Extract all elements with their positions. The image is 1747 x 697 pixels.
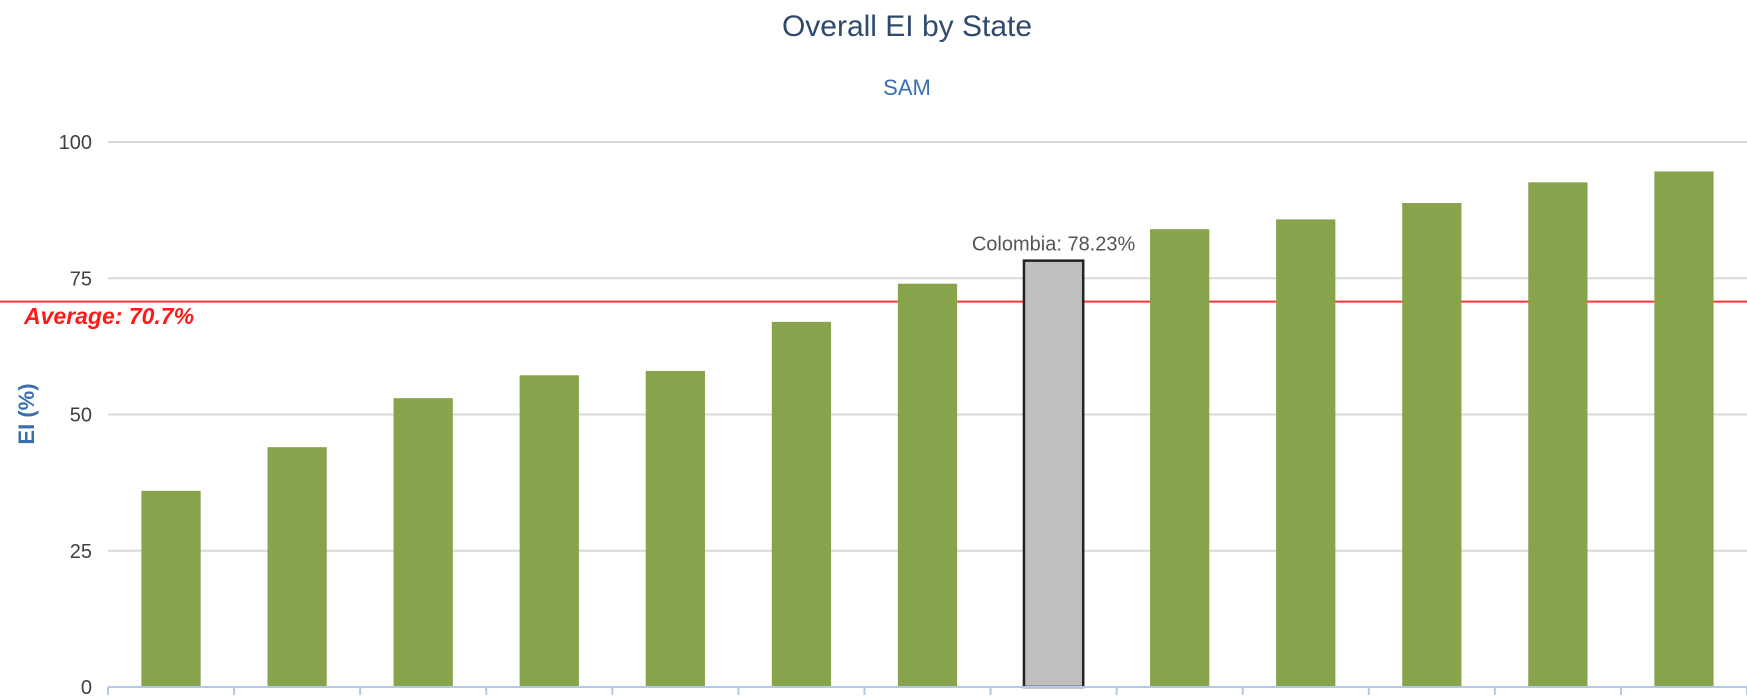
bar: [771, 321, 832, 687]
bars: [141, 171, 1714, 689]
bar: [897, 283, 958, 687]
y-tick-label: 0: [81, 677, 92, 697]
y-axis-ticks: 0 25 50 75 100: [59, 132, 92, 697]
y-tick-label: 75: [70, 268, 92, 290]
highlight-bar: [1022, 259, 1085, 689]
bar: [1528, 182, 1588, 687]
bar: [519, 375, 579, 687]
bar: [393, 398, 453, 687]
bar: [1402, 203, 1462, 688]
bar: [1654, 171, 1714, 687]
y-tick-label: 50: [70, 405, 92, 427]
bar: [141, 490, 201, 687]
bar: [1276, 219, 1336, 687]
bar: [267, 447, 327, 687]
bar: [1150, 229, 1210, 687]
y-tick-label: 100: [59, 132, 92, 154]
y-tick-label: 25: [70, 541, 92, 563]
y-axis-label: EI (%): [14, 383, 39, 444]
chart-title: Overall EI by State: [782, 10, 1032, 43]
x-axis: [107, 686, 1747, 695]
average-label: Average: 70.7%: [23, 303, 194, 329]
chart-subtitle: SAM: [883, 75, 931, 100]
bar: [645, 370, 705, 687]
highlight-bar-label: Colombia: 78.23%: [972, 234, 1136, 256]
